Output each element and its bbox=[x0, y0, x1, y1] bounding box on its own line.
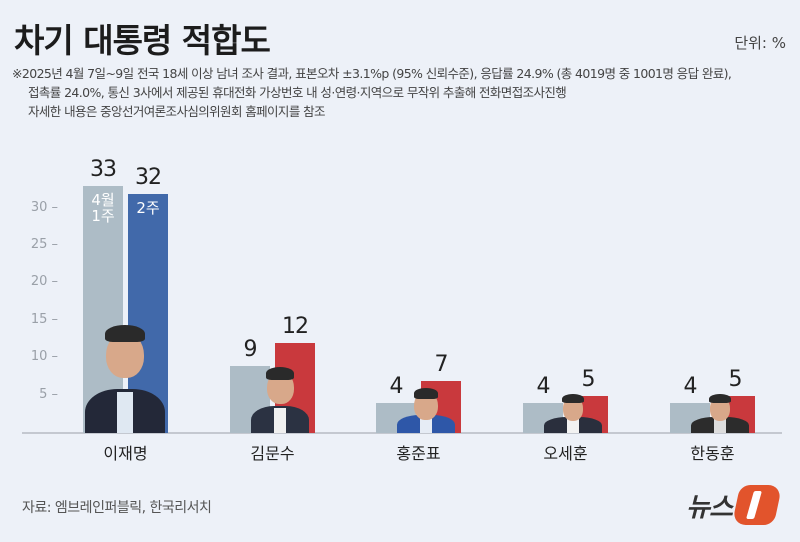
value-label-curr-4: 5 bbox=[581, 366, 596, 392]
y-tick-20: 20 – bbox=[30, 274, 58, 290]
value-label-curr-5: 5 bbox=[728, 366, 743, 392]
value-label-prev-1: 33 bbox=[90, 157, 117, 183]
news1-logo: 뉴스 bbox=[686, 485, 783, 525]
survey-notes: ※2025년 4월 7일~9일 전국 18세 이상 남녀 조사 결과, 표본오차… bbox=[12, 64, 732, 121]
candidate-photo-2 bbox=[250, 363, 310, 433]
unit-label: 단위: % bbox=[734, 34, 786, 52]
y-tick-10: 10 – bbox=[30, 349, 58, 365]
note-line-1: ※2025년 4월 7일~9일 전국 18세 이상 남녀 조사 결과, 표본오차… bbox=[12, 66, 732, 81]
y-tick-5: 5 – bbox=[39, 386, 58, 402]
value-label-prev-5: 4 bbox=[683, 374, 698, 400]
y-tick-15: 15 – bbox=[30, 311, 58, 327]
candidate-photo-3 bbox=[396, 385, 456, 433]
candidate-photo-4 bbox=[543, 391, 603, 433]
legend-prev-week: 4월 1주 bbox=[91, 191, 115, 225]
logo-text: 뉴스 bbox=[686, 492, 733, 523]
category-label-1: 이재명 bbox=[103, 444, 148, 463]
category-label-3: 홍준표 bbox=[396, 444, 441, 463]
value-label-prev-3: 4 bbox=[389, 374, 404, 400]
y-tick-25: 25 – bbox=[30, 237, 58, 252]
x-axis-baseline bbox=[22, 432, 782, 434]
candidate-photo-1 bbox=[83, 318, 167, 433]
legend-curr-week: 2주 bbox=[136, 199, 160, 217]
category-label-4: 오세훈 bbox=[543, 444, 588, 463]
value-label-curr-3: 7 bbox=[434, 351, 449, 377]
note-line-2: 접촉률 24.0%, 통신 3사에서 제공된 휴대전화 가상번호 내 성·연령·… bbox=[28, 85, 567, 100]
y-tick-30: 30 – bbox=[30, 199, 58, 215]
category-label-5: 한동훈 bbox=[690, 444, 735, 463]
logo-mark-icon bbox=[731, 485, 783, 525]
value-label-prev-2: 9 bbox=[243, 336, 258, 362]
candidate-photo-5 bbox=[690, 391, 750, 433]
page-title: 차기 대통령 적합도 bbox=[14, 21, 271, 60]
value-label-curr-1: 32 bbox=[135, 164, 162, 190]
note-line-3: 자세한 내용은 중앙선거여론조사심의위원회 홈페이지를 참조 bbox=[28, 104, 326, 119]
value-label-prev-4: 4 bbox=[536, 374, 551, 400]
value-label-curr-2: 12 bbox=[282, 314, 309, 340]
category-label-2: 김문수 bbox=[250, 444, 295, 463]
source-credit: 자료: 엠브레인퍼블릭, 한국리서치 bbox=[22, 500, 212, 516]
